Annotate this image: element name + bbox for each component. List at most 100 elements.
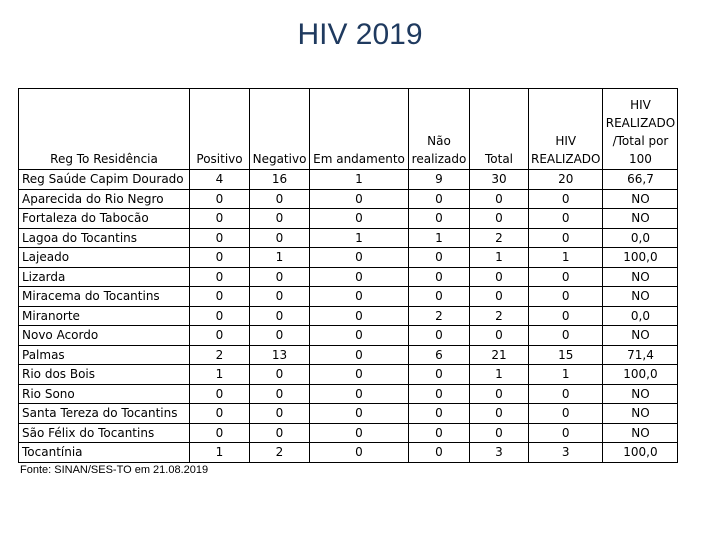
table-row: Aparecida do Rio Negro 0 0 0 0 0 0 NO xyxy=(18,188,679,209)
value-cell: 0 xyxy=(249,188,310,209)
value-cell: 1 xyxy=(527,364,604,385)
value-cell: 0 xyxy=(189,188,250,209)
value-cell: 0 xyxy=(527,286,604,307)
value-cell: 16 xyxy=(249,169,310,190)
value-cell: 0 xyxy=(527,325,604,346)
region-cell: Lajeado xyxy=(18,247,190,268)
value-cell: 0 xyxy=(249,325,310,346)
value-cell: 0 xyxy=(249,227,310,248)
value-cell: 30 xyxy=(469,169,529,190)
value-cell: 0 xyxy=(408,247,470,268)
table-row: Lizarda 0 0 0 0 0 0 NO xyxy=(18,266,679,287)
region-cell: Palmas xyxy=(18,344,190,365)
value-cell: 0 xyxy=(249,364,310,385)
table-row: Novo Acordo 0 0 0 0 0 0 NO xyxy=(18,325,679,346)
hiv-table-container: Reg To Residência Positivo Negativo Em a… xyxy=(18,88,679,463)
value-cell: 0 xyxy=(408,286,470,307)
value-cell: 0 xyxy=(189,325,250,346)
header-percent: HIV REALIZADO /Total por 100 xyxy=(602,88,679,170)
hiv-table: Reg To Residência Positivo Negativo Em a… xyxy=(18,88,679,463)
value-cell: 0 xyxy=(309,325,409,346)
value-cell: 0 xyxy=(309,305,409,326)
value-cell: 0 xyxy=(189,403,250,424)
value-cell: 0 xyxy=(469,325,529,346)
table-row: Tocantínia 1 2 0 0 3 3 100,0 xyxy=(18,442,679,463)
value-cell: 0 xyxy=(189,227,250,248)
value-cell: 0 xyxy=(527,227,604,248)
table-row: Rio Sono 0 0 0 0 0 0 NO xyxy=(18,383,679,404)
value-cell: 0 xyxy=(527,266,604,287)
value-cell: 20 xyxy=(527,169,604,190)
value-cell: 0 xyxy=(408,208,470,229)
table-header-row: Reg To Residência Positivo Negativo Em a… xyxy=(18,88,679,170)
table-row: Reg Saúde Capim Dourado 4 16 1 9 30 20 66,7 xyxy=(18,169,679,190)
region-cell: Rio Sono xyxy=(18,383,190,404)
region-cell: Santa Tereza do Tocantins xyxy=(18,403,190,424)
value-cell: 3 xyxy=(527,442,604,463)
value-cell: 0 xyxy=(469,383,529,404)
region-cell: Lizarda xyxy=(18,266,190,287)
value-cell: 0 xyxy=(469,208,529,229)
value-cell: 0 xyxy=(408,422,470,443)
value-cell: 0 xyxy=(469,403,529,424)
table-row: Palmas 2 13 0 6 21 15 71,4 xyxy=(18,344,679,365)
value-cell: 2 xyxy=(408,305,470,326)
value-cell: 15 xyxy=(527,344,604,365)
value-cell: 21 xyxy=(469,344,529,365)
value-cell: 1 xyxy=(189,442,250,463)
region-cell: Rio dos Bois xyxy=(18,364,190,385)
value-cell: 66,7 xyxy=(602,169,679,190)
value-cell: 0 xyxy=(408,442,470,463)
header-positivo: Positivo xyxy=(189,88,250,170)
value-cell: 0 xyxy=(527,188,604,209)
region-cell: Lagoa do Tocantins xyxy=(18,227,190,248)
value-cell: 0 xyxy=(527,305,604,326)
value-cell: 1 xyxy=(527,247,604,268)
value-cell: 0 xyxy=(309,286,409,307)
table-row: Lagoa do Tocantins 0 0 1 1 2 0 0,0 xyxy=(18,227,679,248)
table-row: Lajeado 0 1 0 0 1 1 100,0 xyxy=(18,247,679,268)
value-cell: 0 xyxy=(249,266,310,287)
value-cell: 0 xyxy=(189,286,250,307)
value-cell: 0 xyxy=(469,266,529,287)
value-cell: NO xyxy=(602,325,679,346)
value-cell: 0 xyxy=(527,383,604,404)
header-nao-realizado: Não realizado xyxy=(408,88,470,170)
value-cell: 0 xyxy=(469,422,529,443)
value-cell: 0,0 xyxy=(602,305,679,326)
region-cell: São Félix do Tocantins xyxy=(18,422,190,443)
value-cell: 0 xyxy=(527,208,604,229)
table-row: São Félix do Tocantins 0 0 0 0 0 0 NO xyxy=(18,422,679,443)
value-cell: 0 xyxy=(189,383,250,404)
value-cell: 0 xyxy=(309,403,409,424)
value-cell: 0 xyxy=(189,305,250,326)
header-hiv-realizado: HIV REALIZADO xyxy=(527,88,604,170)
table-body: Reg Saúde Capim Dourado 4 16 1 9 30 20 66,7 Apar… xyxy=(18,169,679,463)
value-cell: 71,4 xyxy=(602,344,679,365)
value-cell: 1 xyxy=(249,247,310,268)
value-cell: 1 xyxy=(189,364,250,385)
region-cell: Reg Saúde Capim Dourado xyxy=(18,169,190,190)
value-cell: 0 xyxy=(309,383,409,404)
value-cell: 0 xyxy=(309,442,409,463)
value-cell: 1 xyxy=(309,169,409,190)
value-cell: 0 xyxy=(309,364,409,385)
page-title: HIV 2019 xyxy=(297,18,423,51)
value-cell: 6 xyxy=(408,344,470,365)
value-cell: 1 xyxy=(469,247,529,268)
value-cell: 0 xyxy=(309,188,409,209)
value-cell: 0 xyxy=(189,247,250,268)
value-cell: 0 xyxy=(408,403,470,424)
value-cell: 1 xyxy=(469,364,529,385)
value-cell: 0 xyxy=(309,422,409,443)
value-cell: NO xyxy=(602,403,679,424)
value-cell: 0 xyxy=(309,266,409,287)
value-cell: 0 xyxy=(309,208,409,229)
header-region: Reg To Residência xyxy=(18,88,190,170)
value-cell: 100,0 xyxy=(602,364,679,385)
region-cell: Aparecida do Rio Negro xyxy=(18,188,190,209)
value-cell: 1 xyxy=(408,227,470,248)
value-cell: 0 xyxy=(249,305,310,326)
value-cell: 2 xyxy=(469,227,529,248)
region-cell: Miracema do Tocantins xyxy=(18,286,190,307)
